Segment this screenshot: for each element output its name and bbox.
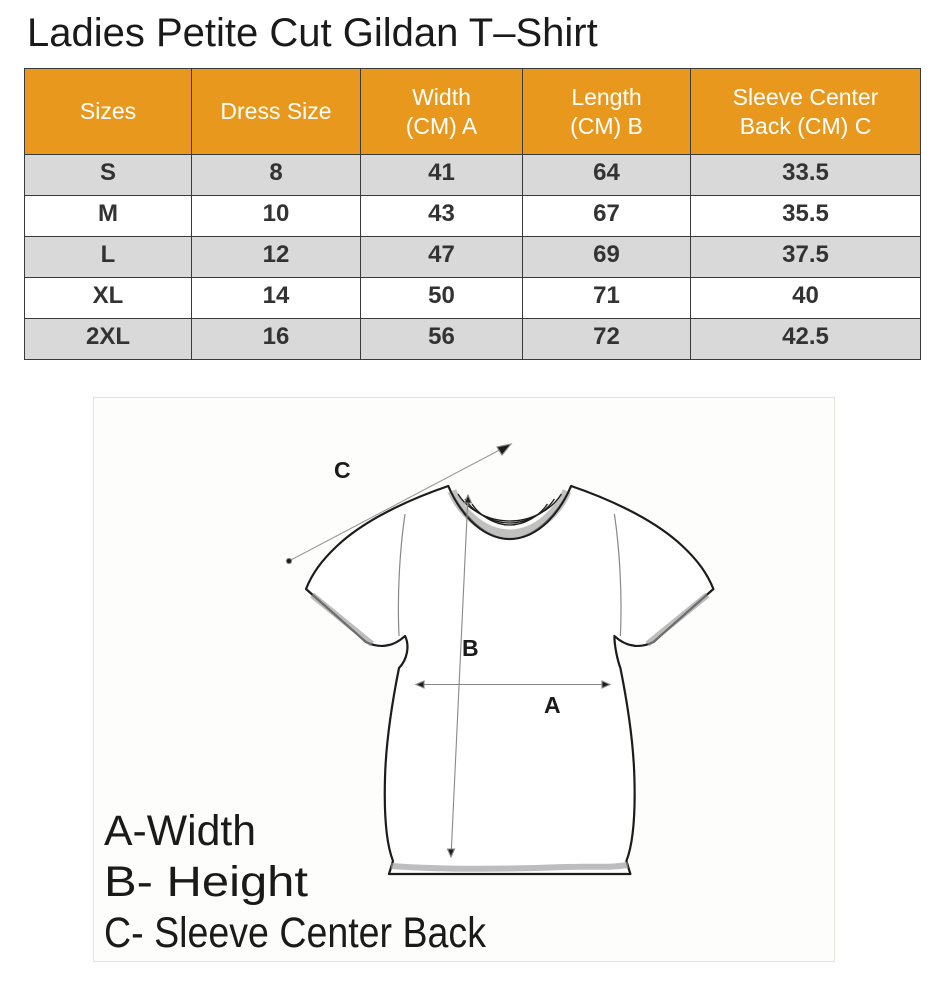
- svg-text:C- Sleeve Center Back: C- Sleeve Center Back: [104, 909, 486, 957]
- svg-text:A-Width: A-Width: [104, 807, 256, 855]
- svg-text:A: A: [544, 692, 561, 718]
- svg-text:B: B: [462, 635, 479, 661]
- svg-text:B- Height: B- Height: [104, 858, 308, 906]
- svg-text:C: C: [334, 457, 351, 483]
